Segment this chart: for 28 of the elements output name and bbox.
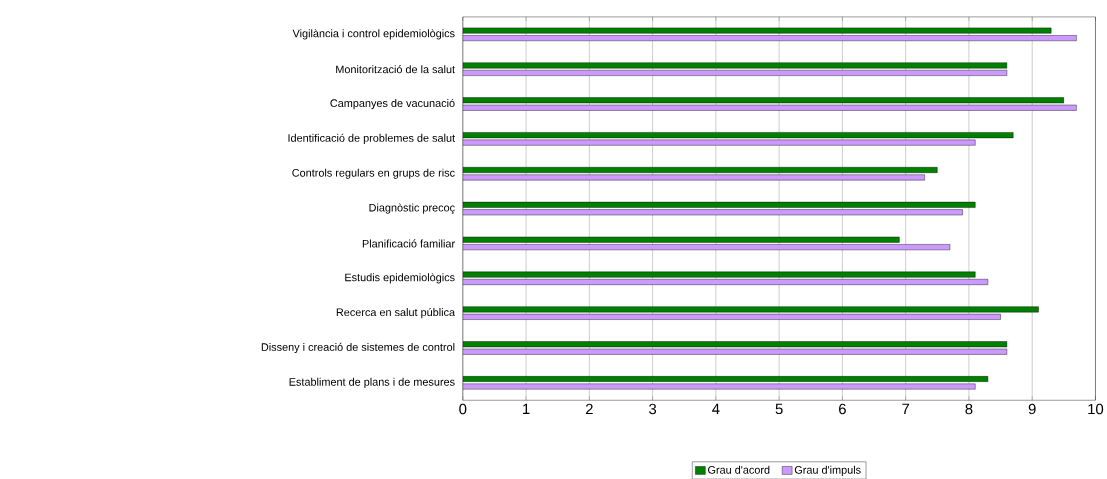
y-tick-label: Recerca en salut pública xyxy=(336,307,456,319)
y-tick-label: Disseny i creació de sistemes de control xyxy=(261,342,455,353)
x-tick-label: 1 xyxy=(523,403,530,414)
y-tick-label: Diagnòstic precoç xyxy=(369,203,455,214)
y-tick-label: Controls regulars en grups de risc xyxy=(292,168,455,179)
bar xyxy=(462,383,976,390)
x-tick-label: 0 xyxy=(459,403,467,415)
y-tick-label: Vigilància i control epidemiològics xyxy=(292,29,455,40)
x-tick-label: 7 xyxy=(902,403,910,414)
x-tick-label: 5 xyxy=(775,403,783,414)
y-tick-label: Campanyes de vacunació xyxy=(330,98,455,110)
legend-label: Grau d'impuls xyxy=(794,465,861,476)
x-tick-label: 3 xyxy=(649,403,657,415)
x-tick-label: 8 xyxy=(965,403,973,415)
legend-label: Grau d'acord xyxy=(708,465,770,474)
x-tick-label: 2 xyxy=(585,403,593,414)
y-tick-label: Estudis epidemiològics xyxy=(345,273,455,284)
bar xyxy=(462,62,1008,69)
y-tick-label: Monitorització de la salut xyxy=(336,64,455,74)
x-tick-label: 9 xyxy=(1028,403,1036,415)
x-tick-label: 4 xyxy=(712,403,720,414)
y-tick-label: Establiment de plans i de mesures xyxy=(289,377,455,388)
x-tick-label: 10 xyxy=(1088,403,1104,415)
bar xyxy=(462,174,925,181)
y-tick-label: Planificació familiar xyxy=(362,239,455,248)
x-tick-label: 6 xyxy=(839,403,846,415)
bar xyxy=(462,271,976,278)
y-tick-label: Identificació de problemes de salut xyxy=(288,133,455,144)
